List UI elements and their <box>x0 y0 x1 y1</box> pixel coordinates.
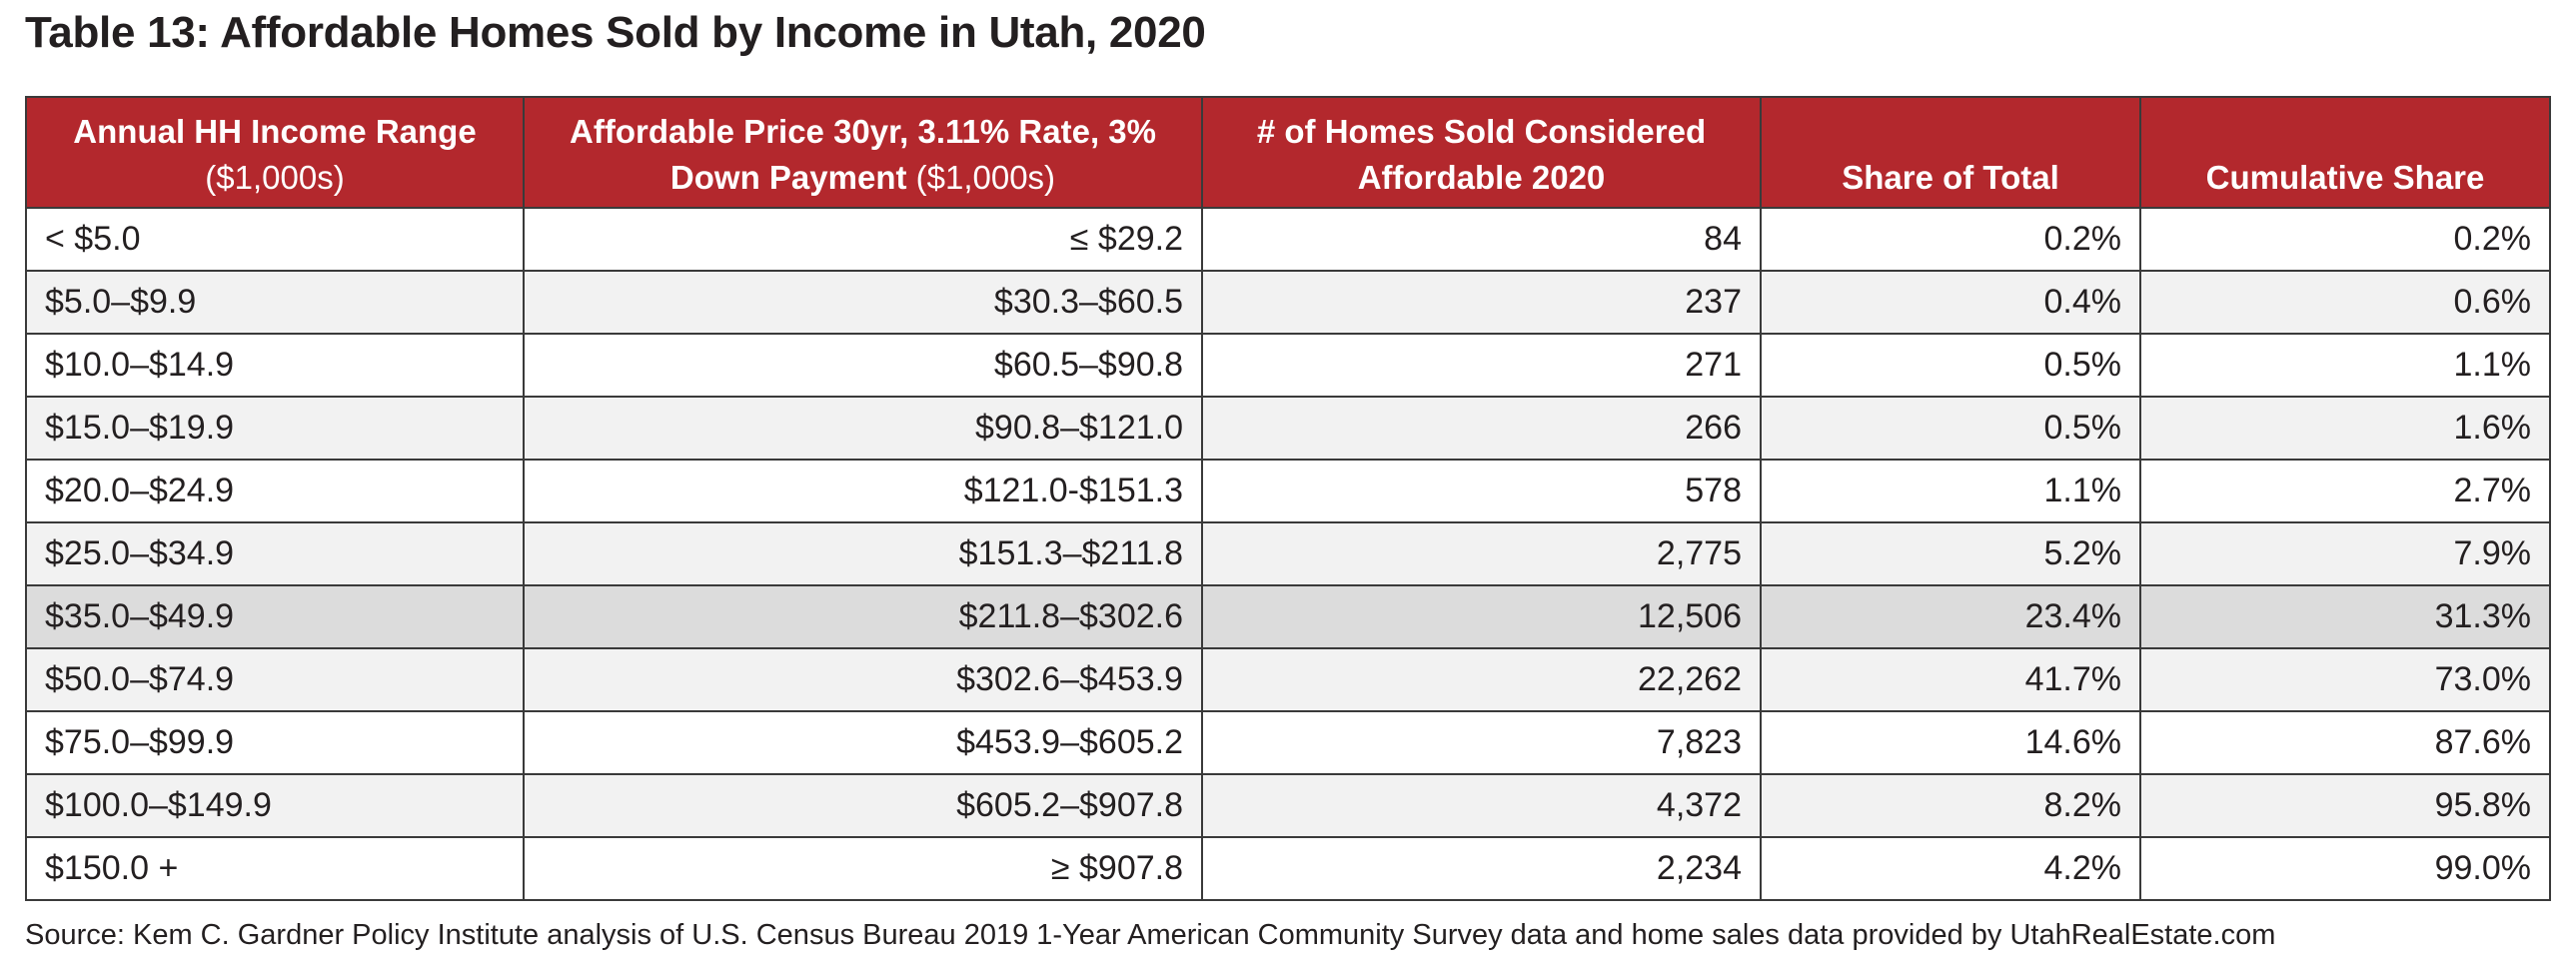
cell-income-range: $20.0–$24.9 <box>25 459 525 523</box>
cell-homes-sold: 237 <box>1201 270 1762 335</box>
cell-share-of-total: 0.4% <box>1760 270 2141 335</box>
cell-homes-sold: 2,234 <box>1201 836 1762 901</box>
cell-cumulative-share: 87.6% <box>2139 710 2551 775</box>
cell-income-range: $10.0–$14.9 <box>25 333 525 398</box>
cell-share-of-total: 0.5% <box>1760 396 2141 461</box>
affordable-homes-table: Annual HH Income Range ($1,000s) Afforda… <box>25 96 2551 901</box>
cell-income-range: $50.0–$74.9 <box>25 647 525 712</box>
header-income-range-label: Annual HH Income Range <box>73 113 477 150</box>
cell-income-range: $35.0–$49.9 <box>25 584 525 649</box>
table-row: $50.0–$74.9 $302.6–$453.9 22,262 41.7% 73.0% <box>25 647 2551 712</box>
cell-income-range: $5.0–$9.9 <box>25 270 525 335</box>
cell-share-of-total: 23.4% <box>1760 584 2141 649</box>
header-affordable-price-unit: ($1,000s) <box>906 159 1056 196</box>
cell-income-range: $75.0–$99.9 <box>25 710 525 775</box>
cell-affordable-price: $151.3–$211.8 <box>523 521 1203 586</box>
cell-affordable-price: $605.2–$907.8 <box>523 773 1203 838</box>
header-share-of-total-label: Share of Total <box>1842 159 2059 196</box>
table-row: $100.0–$149.9 $605.2–$907.8 4,372 8.2% 95.8% <box>25 773 2551 838</box>
header-cumulative-share-label: Cumulative Share <box>2205 159 2485 196</box>
cell-cumulative-share: 0.2% <box>2139 207 2551 272</box>
cell-income-range: < $5.0 <box>25 207 525 272</box>
cell-income-range: $25.0–$34.9 <box>25 521 525 586</box>
table-row: $10.0–$14.9 $60.5–$90.8 271 0.5% 1.1% <box>25 333 2551 398</box>
cell-affordable-price: $453.9–$605.2 <box>523 710 1203 775</box>
cell-share-of-total: 14.6% <box>1760 710 2141 775</box>
cell-share-of-total: 8.2% <box>1760 773 2141 838</box>
cell-homes-sold: 271 <box>1201 333 1762 398</box>
cell-affordable-price: $121.0-$151.3 <box>523 459 1203 523</box>
cell-affordable-price: ≤ $29.2 <box>523 207 1203 272</box>
cell-cumulative-share: 1.6% <box>2139 396 2551 461</box>
cell-homes-sold: 2,775 <box>1201 521 1762 586</box>
table-body: < $5.0 ≤ $29.2 84 0.2% 0.2% $5.0–$9.9 $30.3–$6… <box>25 207 2551 901</box>
header-homes-sold-label: # of Homes Sold Considered Affordable 20… <box>1256 113 1707 196</box>
cell-income-range: $100.0–$149.9 <box>25 773 525 838</box>
cell-homes-sold: 12,506 <box>1201 584 1762 649</box>
cell-affordable-price: ≥ $907.8 <box>523 836 1203 901</box>
cell-cumulative-share: 99.0% <box>2139 836 2551 901</box>
cell-cumulative-share: 0.6% <box>2139 270 2551 335</box>
source-note: Source: Kem C. Gardner Policy Institute … <box>25 919 2276 951</box>
table-row: $20.0–$24.9 $121.0-$151.3 578 1.1% 2.7% <box>25 459 2551 523</box>
header-affordable-price-label: Affordable Price 30yr, 3.11% Rate, 3% Do… <box>570 113 1156 196</box>
cell-homes-sold: 266 <box>1201 396 1762 461</box>
cell-homes-sold: 4,372 <box>1201 773 1762 838</box>
table-row: < $5.0 ≤ $29.2 84 0.2% 0.2% <box>25 207 2551 272</box>
table-row: $15.0–$19.9 $90.8–$121.0 266 0.5% 1.6% <box>25 396 2551 461</box>
cell-homes-sold: 7,823 <box>1201 710 1762 775</box>
cell-cumulative-share: 31.3% <box>2139 584 2551 649</box>
cell-homes-sold: 84 <box>1201 207 1762 272</box>
cell-share-of-total: 0.5% <box>1760 333 2141 398</box>
cell-cumulative-share: 73.0% <box>2139 647 2551 712</box>
cell-homes-sold: 578 <box>1201 459 1762 523</box>
cell-cumulative-share: 2.7% <box>2139 459 2551 523</box>
table-row: $75.0–$99.9 $453.9–$605.2 7,823 14.6% 87.6% <box>25 710 2551 775</box>
table-row: $5.0–$9.9 $30.3–$60.5 237 0.4% 0.6% <box>25 270 2551 335</box>
table-row: $35.0–$49.9 $211.8–$302.6 12,506 23.4% 31.3% <box>25 584 2551 649</box>
cell-share-of-total: 41.7% <box>1760 647 2141 712</box>
header-income-range: Annual HH Income Range ($1,000s) <box>25 96 525 209</box>
cell-share-of-total: 1.1% <box>1760 459 2141 523</box>
cell-cumulative-share: 95.8% <box>2139 773 2551 838</box>
header-homes-sold: # of Homes Sold Considered Affordable 20… <box>1201 96 1762 209</box>
cell-homes-sold: 22,262 <box>1201 647 1762 712</box>
cell-affordable-price: $60.5–$90.8 <box>523 333 1203 398</box>
header-income-range-unit: ($1,000s) <box>205 159 345 196</box>
table-title: Table 13: Affordable Homes Sold by Incom… <box>25 8 1206 57</box>
cell-income-range: $150.0 + <box>25 836 525 901</box>
header-share-of-total: Share of Total <box>1760 96 2141 209</box>
cell-affordable-price: $302.6–$453.9 <box>523 647 1203 712</box>
table-row: $150.0 + ≥ $907.8 2,234 4.2% 99.0% <box>25 836 2551 901</box>
cell-affordable-price: $211.8–$302.6 <box>523 584 1203 649</box>
header-row: Annual HH Income Range ($1,000s) Afforda… <box>25 96 2551 209</box>
header-affordable-price: Affordable Price 30yr, 3.11% Rate, 3% Do… <box>523 96 1203 209</box>
table-row: $25.0–$34.9 $151.3–$211.8 2,775 5.2% 7.9% <box>25 521 2551 586</box>
header-cumulative-share: Cumulative Share <box>2139 96 2551 209</box>
cell-affordable-price: $30.3–$60.5 <box>523 270 1203 335</box>
cell-share-of-total: 0.2% <box>1760 207 2141 272</box>
cell-share-of-total: 5.2% <box>1760 521 2141 586</box>
cell-income-range: $15.0–$19.9 <box>25 396 525 461</box>
cell-share-of-total: 4.2% <box>1760 836 2141 901</box>
cell-cumulative-share: 7.9% <box>2139 521 2551 586</box>
cell-affordable-price: $90.8–$121.0 <box>523 396 1203 461</box>
cell-cumulative-share: 1.1% <box>2139 333 2551 398</box>
